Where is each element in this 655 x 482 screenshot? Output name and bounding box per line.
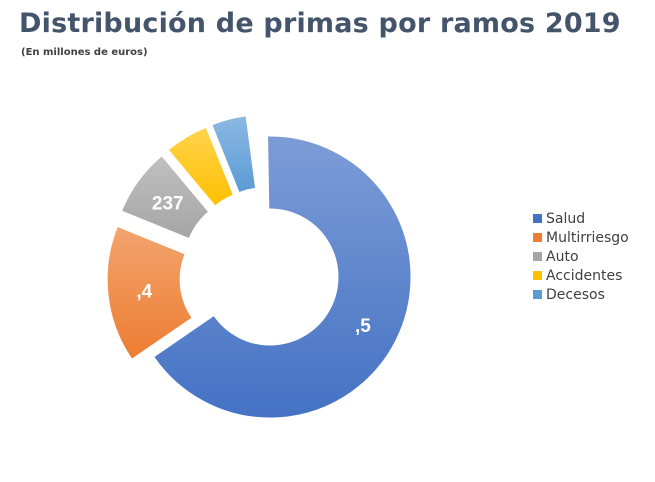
legend-item-auto: Auto [533, 247, 629, 266]
legend-swatch [533, 252, 542, 261]
legend-swatch [533, 290, 542, 299]
legend-swatch [533, 233, 542, 242]
legend-item-decesos: Decesos [533, 285, 629, 304]
data-label-salud: ,5 [355, 316, 371, 337]
data-label-auto: 237 [152, 194, 184, 215]
legend-label: Salud [546, 210, 586, 227]
data-label-multirriesgo: ,4 [136, 282, 152, 303]
slice-auto [120, 155, 210, 240]
legend-item-accidentes: Accidentes [533, 266, 629, 285]
legend-item-multirriesgo: Multirriesgo [533, 228, 629, 247]
legend-item-salud: Salud [533, 209, 629, 228]
legend-label: Decesos [546, 286, 605, 303]
slice-multirriesgo [106, 225, 193, 360]
chart-subtitle: (En millones de euros) [21, 47, 148, 58]
slice-accidentes [167, 126, 235, 207]
legend-label: Accidentes [546, 267, 623, 284]
slice-salud [153, 135, 412, 419]
chart-title: Distribución de primas por ramos 2019 [19, 8, 621, 39]
legend-label: Auto [546, 248, 579, 265]
legend: Salud Multirriesgo Auto Accidentes Decesos [533, 209, 629, 304]
legend-label: Multirriesgo [546, 229, 629, 246]
legend-swatch [533, 214, 542, 223]
legend-swatch [533, 271, 542, 280]
slice-decesos [211, 115, 257, 194]
